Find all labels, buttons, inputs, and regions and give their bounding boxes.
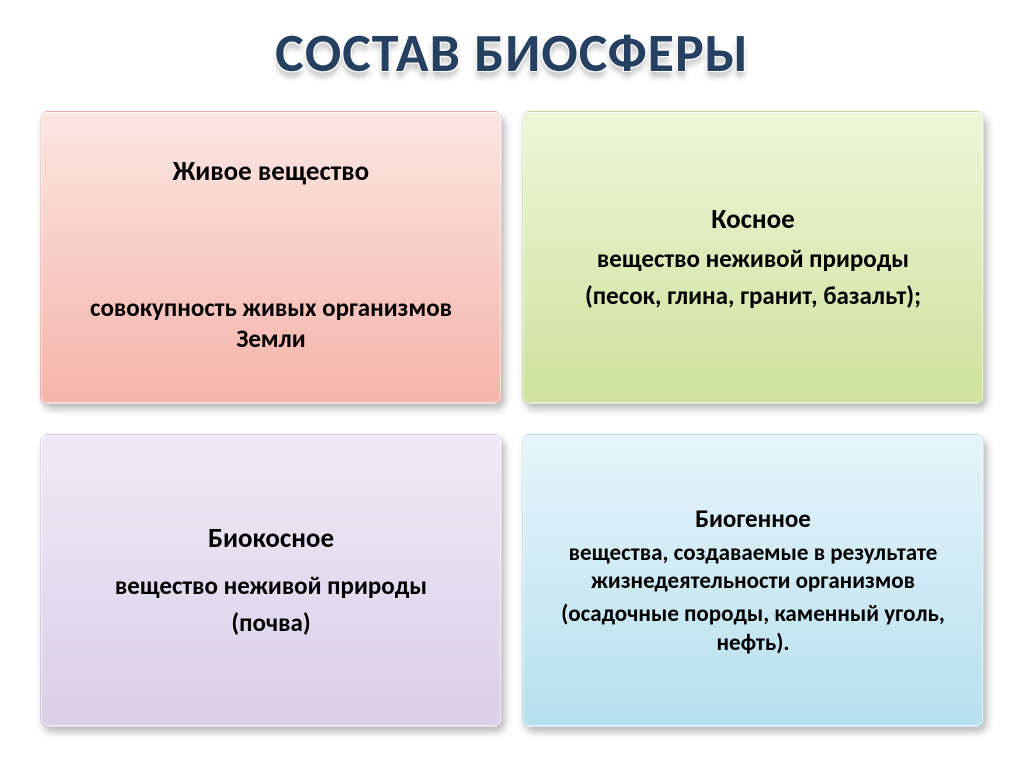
card-inert-detail: (песок, глина, гранит, базальт); xyxy=(585,280,921,311)
card-biogenic-detail: (осадочные породы, каменный уголь, нефть… xyxy=(547,600,959,658)
slide-title: СОСТАВ БИОСФЕРЫ xyxy=(275,20,749,86)
card-biogenic-sub: вещества, создаваемые в результате жизне… xyxy=(547,539,959,597)
slide: СОСТАВ БИОСФЕРЫ Живое вещество совокупно… xyxy=(0,0,1024,767)
card-living-sub: совокупность живых организмов Земли xyxy=(65,292,477,355)
card-bioinert-detail: (почва) xyxy=(231,607,310,638)
card-inert-heading: Косное xyxy=(711,203,794,237)
card-biogenic: Биогенное вещества, создаваемые в резуль… xyxy=(522,434,984,727)
card-living: Живое вещество совокупность живых органи… xyxy=(40,111,502,404)
card-bioinert-heading: Биокосное xyxy=(208,522,334,556)
cards-grid: Живое вещество совокупность живых органи… xyxy=(40,111,984,727)
card-bioinert: Биокосное вещество неживой природы (почв… xyxy=(40,434,502,727)
card-bioinert-sub: вещество неживой природы xyxy=(115,570,427,601)
card-inert: Косное вещество неживой природы (песок, … xyxy=(522,111,984,404)
card-inert-sub: вещество неживой природы xyxy=(597,243,909,274)
card-living-heading: Живое вещество xyxy=(173,155,369,189)
card-biogenic-heading: Биогенное xyxy=(695,503,811,534)
